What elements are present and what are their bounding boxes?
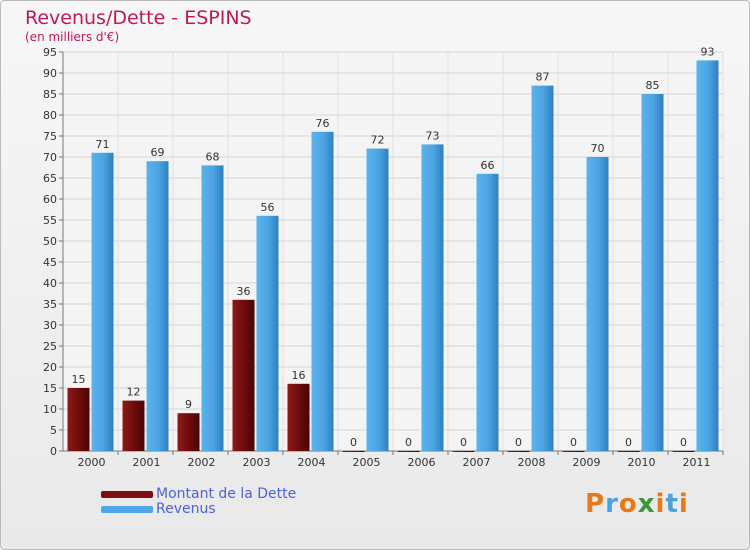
debt-bar [672,451,695,452]
debt-bar [397,451,420,452]
revenue-value-label: 71 [96,138,110,151]
revenue-bar [256,215,279,451]
y-tick-label: 40 [43,277,57,290]
y-tick-label: 95 [43,46,57,59]
revenue-value-label: 93 [701,45,715,58]
legend-label-revenue: Revenus [156,501,216,517]
x-tick-label: 2008 [518,456,546,469]
logo-letter: P [585,489,606,519]
debt-value-label: 16 [292,369,306,382]
debt-value-label: 0 [350,436,357,449]
revenue-bar [696,60,719,452]
revenue-value-label: 76 [316,117,330,130]
x-tick-label: 2003 [243,456,271,469]
debt-value-label: 12 [127,386,141,399]
logo-letter: o [618,489,638,519]
revenue-bar [641,94,664,451]
revenue-bar [586,157,609,451]
logo-letter: t [665,489,679,519]
chart-title: Revenus/Dette - ESPINS [25,7,252,29]
x-tick-label: 2006 [408,456,436,469]
y-tick-label: 45 [43,256,57,269]
debt-value-label: 9 [185,398,192,411]
revenue-value-label: 68 [206,150,220,163]
revenue-bar [531,85,554,451]
revenue-value-label: 72 [371,134,385,147]
y-tick-label: 0 [50,445,57,458]
y-tick-label: 60 [43,193,57,206]
x-tick-label: 2007 [463,456,491,469]
y-tick-label: 15 [43,382,57,395]
debt-value-label: 36 [237,285,251,298]
legend-swatch-debt [101,491,153,498]
debt-value-label: 0 [515,436,522,449]
y-tick-label: 5 [50,424,57,437]
debt-bar [342,451,365,452]
revenue-bar [146,161,169,451]
proxiti-logo: Proxiti [585,489,689,519]
legend-label-debt: Montant de la Dette [156,486,297,502]
logo-letter: x [637,489,656,519]
x-tick-label: 2010 [628,456,656,469]
y-tick-label: 10 [43,403,57,416]
revenue-bar [201,165,224,451]
debt-bar [287,383,310,451]
revenue-bar [366,148,389,451]
y-tick-label: 75 [43,130,57,143]
y-tick-label: 70 [43,151,57,164]
debt-bar [67,388,90,451]
revenue-bar [476,173,499,452]
revenue-bar [91,152,114,452]
debt-value-label: 0 [460,436,467,449]
debt-value-label: 15 [72,373,86,386]
y-tick-label: 80 [43,109,57,122]
legend-swatch-revenue [101,506,153,513]
y-tick-label: 25 [43,340,57,353]
revenue-bar [311,131,334,452]
x-tick-label: 2000 [78,456,106,469]
logo-letter: i [678,489,689,519]
x-tick-label: 2005 [353,456,381,469]
y-tick-label: 90 [43,67,57,80]
revenue-value-label: 85 [646,79,660,92]
debt-value-label: 0 [680,436,687,449]
logo-letter: i [655,489,666,519]
x-tick-label: 2002 [188,456,216,469]
revenue-value-label: 73 [426,129,440,142]
revenue-value-label: 56 [261,201,275,214]
x-tick-label: 2004 [298,456,326,469]
revenue-value-label: 70 [591,142,605,155]
revenue-value-label: 69 [151,146,165,159]
y-tick-label: 50 [43,235,57,248]
y-tick-label: 65 [43,172,57,185]
debt-bar [232,299,255,451]
debt-value-label: 0 [625,436,632,449]
debt-value-label: 0 [405,436,412,449]
debt-value-label: 0 [570,436,577,449]
y-tick-label: 20 [43,361,57,374]
debt-bar [452,451,475,452]
revenue-bar [421,144,444,451]
chart-subtitle: (en milliers d'€) [25,30,120,44]
y-tick-label: 55 [43,214,57,227]
debt-bar [122,400,145,451]
x-tick-label: 2001 [133,456,161,469]
y-tick-label: 30 [43,319,57,332]
x-tick-label: 2009 [573,456,601,469]
debt-bar [617,451,640,452]
y-tick-label: 85 [43,88,57,101]
revenue-value-label: 66 [481,159,495,172]
logo-letter: r [605,489,619,519]
debt-bar [177,413,200,451]
y-tick-label: 35 [43,298,57,311]
debt-bar [562,451,585,452]
revenue-value-label: 87 [536,71,550,84]
debt-bar [507,451,530,452]
x-tick-label: 2011 [683,456,711,469]
